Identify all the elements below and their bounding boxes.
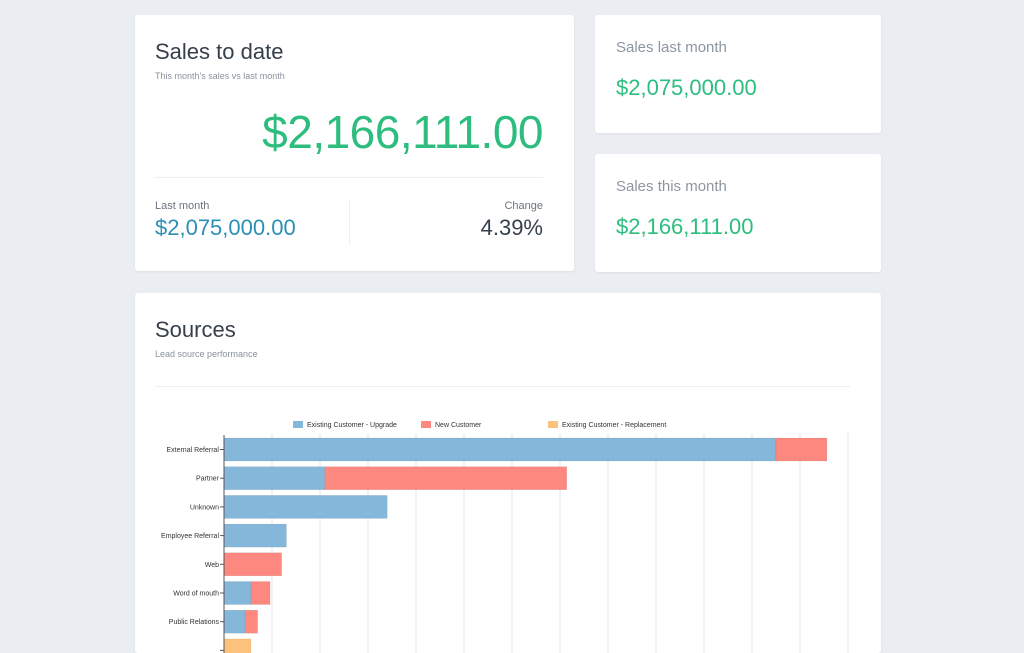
bar bbox=[250, 581, 271, 605]
sales-this-month-value: $2,166,111.00 bbox=[616, 214, 754, 239]
category-label: Unknown bbox=[190, 504, 219, 511]
sources-card: Sources Lead source performance Existing… bbox=[135, 293, 881, 653]
legend-swatch bbox=[421, 421, 431, 428]
sales-last-month-title: Sales last month bbox=[616, 39, 727, 56]
category-label: Employee Referral bbox=[161, 533, 219, 540]
change-label: Change bbox=[504, 200, 543, 212]
vertical-divider bbox=[349, 199, 350, 245]
sales-last-month-card: Sales last month $2,075,000.00 bbox=[595, 15, 881, 133]
bar bbox=[223, 609, 246, 634]
bar bbox=[775, 437, 828, 462]
sales-last-month-value: $2,075,000.00 bbox=[616, 75, 757, 100]
sales-to-date-value: $2,166,111.00 bbox=[262, 106, 543, 158]
last-month-label: Last month bbox=[155, 200, 210, 212]
bar bbox=[223, 437, 777, 462]
bar bbox=[324, 466, 567, 490]
sales-to-date-card: Sales to date This month's sales vs last… bbox=[135, 15, 574, 271]
change-value: 4.39% bbox=[480, 215, 543, 240]
sales-to-date-title: Sales to date bbox=[155, 39, 284, 64]
bar bbox=[223, 495, 388, 519]
bar bbox=[223, 466, 326, 490]
divider bbox=[155, 386, 850, 387]
legend-label: Existing Customer - Upgrade bbox=[307, 422, 397, 429]
legend-label: New Customer bbox=[435, 422, 482, 429]
last-month-value: $2,075,000.00 bbox=[155, 215, 296, 240]
category-label: External Referral bbox=[166, 447, 219, 454]
bar bbox=[223, 581, 252, 605]
sources-title: Sources bbox=[155, 317, 236, 342]
sources-subtitle: Lead source performance bbox=[155, 349, 258, 359]
sales-this-month-title: Sales this month bbox=[616, 178, 727, 195]
bar bbox=[223, 523, 287, 548]
sales-to-date-subtitle: This month's sales vs last month bbox=[155, 71, 285, 81]
category-label: Web bbox=[205, 562, 219, 569]
legend-swatch bbox=[293, 421, 303, 428]
legend-swatch bbox=[548, 421, 558, 428]
sources-bar-chart: Existing Customer - Upgrade New Customer E… bbox=[161, 421, 849, 653]
divider bbox=[155, 177, 543, 178]
legend-label: Existing Customer - Replacement bbox=[562, 422, 666, 429]
bar bbox=[223, 552, 282, 577]
bar bbox=[244, 609, 258, 634]
sales-this-month-card: Sales this month $2,166,111.00 bbox=[595, 154, 881, 272]
category-label: Partner bbox=[196, 476, 220, 483]
category-label: Public Relations bbox=[169, 619, 220, 626]
category-label: Word of mouth bbox=[173, 591, 219, 598]
bar bbox=[223, 638, 252, 653]
